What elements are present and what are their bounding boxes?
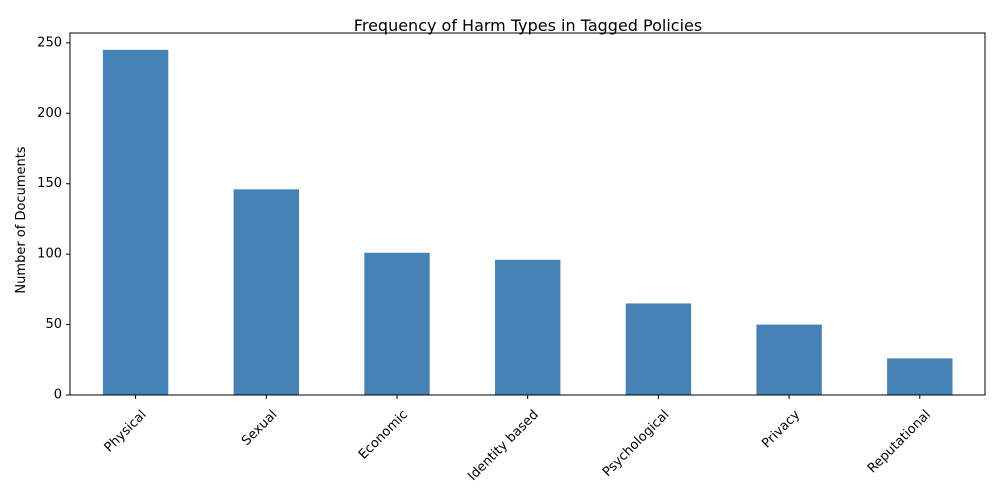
bar-physical	[102, 49, 169, 396]
x-tick-label: Physical	[102, 407, 150, 455]
x-axis-ticks: Physical Sexual Economic Identity based Psyc…	[102, 395, 934, 484]
y-tick-label: 100	[37, 247, 62, 262]
y-tick-label: 200	[37, 106, 62, 121]
plot-frame	[69, 32, 986, 396]
bar-sexual	[233, 189, 299, 395]
bar-identity-based	[495, 259, 561, 395]
y-axis-label: Number of Documents	[14, 146, 29, 293]
x-tick-label: Reputational	[865, 407, 934, 476]
y-axis-ticks: 0 50 100 150 200 250	[37, 35, 70, 403]
bars-group	[102, 49, 953, 396]
x-tick-label: Privacy	[759, 407, 803, 451]
chart-title: Frequency of Harm Types in Tagged Polici…	[354, 16, 702, 35]
x-tick-label: Economic	[356, 407, 411, 462]
bar-psychological	[625, 303, 692, 395]
y-tick-label: 250	[37, 35, 62, 50]
bar-reputational	[887, 358, 953, 395]
y-tick-label: 50	[45, 317, 62, 332]
x-tick-label: Sexual	[239, 407, 280, 448]
bar-privacy	[756, 324, 822, 395]
x-tick-label: Psychological	[600, 407, 673, 480]
bar-economic	[364, 252, 430, 395]
y-tick-label: 0	[54, 388, 62, 403]
x-tick-label: Identity based	[465, 407, 542, 484]
y-tick-label: 150	[37, 176, 62, 191]
